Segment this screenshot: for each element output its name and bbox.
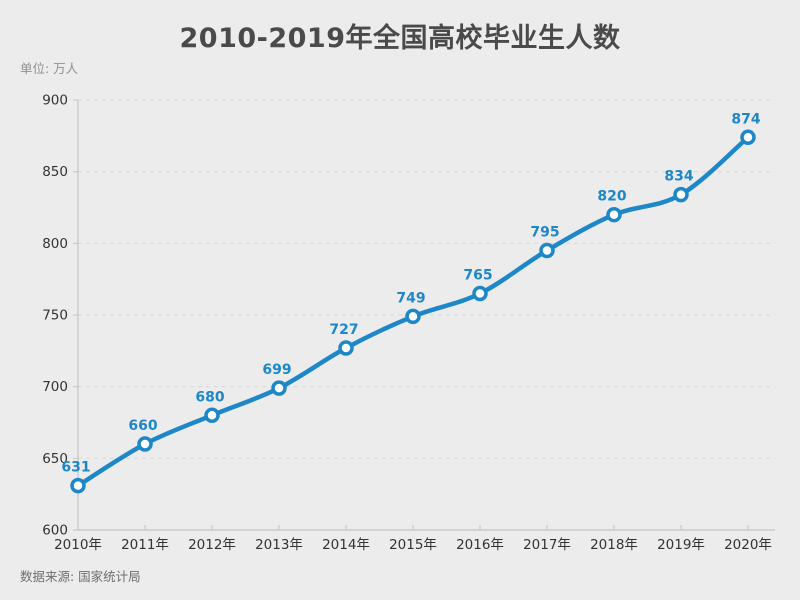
data-point-label: 727 xyxy=(329,322,358,338)
x-tick-label: 2016年 xyxy=(456,537,504,553)
x-tick-label: 2019年 xyxy=(657,537,705,553)
data-point-label: 660 xyxy=(128,418,157,434)
data-point-label: 834 xyxy=(664,169,693,185)
x-tick-label: 2012年 xyxy=(188,537,236,553)
x-tick-label: 2010年 xyxy=(54,537,102,553)
data-point-label: 680 xyxy=(195,389,224,405)
data-point-marker xyxy=(606,206,622,223)
data-point-label: 699 xyxy=(262,362,291,378)
data-point-label: 795 xyxy=(530,225,559,241)
data-source-label: 数据来源: 国家统计局 xyxy=(20,569,141,584)
data-point-marker xyxy=(740,129,756,146)
x-tick-label: 2015年 xyxy=(389,537,437,553)
x-tick-label: 2017年 xyxy=(523,537,571,553)
data-point-marker xyxy=(472,285,488,302)
data-point-label: 765 xyxy=(463,268,492,284)
y-tick-label: 650 xyxy=(42,451,68,467)
y-tick-label: 800 xyxy=(42,236,68,252)
data-point-label: 749 xyxy=(396,290,425,306)
x-tick-label: 2020年 xyxy=(724,537,772,553)
data-point-marker xyxy=(271,380,287,396)
y-tick-label: 900 xyxy=(42,93,68,109)
y-tick-label: 750 xyxy=(42,308,68,324)
y-tick-label: 850 xyxy=(42,164,68,180)
data-point-marker xyxy=(204,407,220,424)
y-axis-unit-label: 单位: 万人 xyxy=(20,61,79,76)
data-point-marker xyxy=(137,436,153,452)
data-point-marker xyxy=(405,308,421,325)
data-point-marker xyxy=(338,340,354,356)
x-tick-label: 2014年 xyxy=(322,537,370,553)
data-point-label: 874 xyxy=(731,111,760,127)
data-point-label: 631 xyxy=(61,460,90,476)
y-tick-label: 600 xyxy=(42,523,68,539)
data-point-label: 820 xyxy=(597,189,626,205)
data-point-marker xyxy=(539,242,555,259)
x-tick-label: 2013年 xyxy=(255,537,303,553)
x-tick-label: 2011年 xyxy=(121,537,169,553)
y-tick-label: 700 xyxy=(42,379,68,395)
data-point-marker xyxy=(673,186,689,203)
x-tick-label: 2018年 xyxy=(590,537,638,553)
chart-title: 2010-2019年全国高校毕业生人数 xyxy=(179,23,621,54)
data-point-marker xyxy=(70,477,86,494)
